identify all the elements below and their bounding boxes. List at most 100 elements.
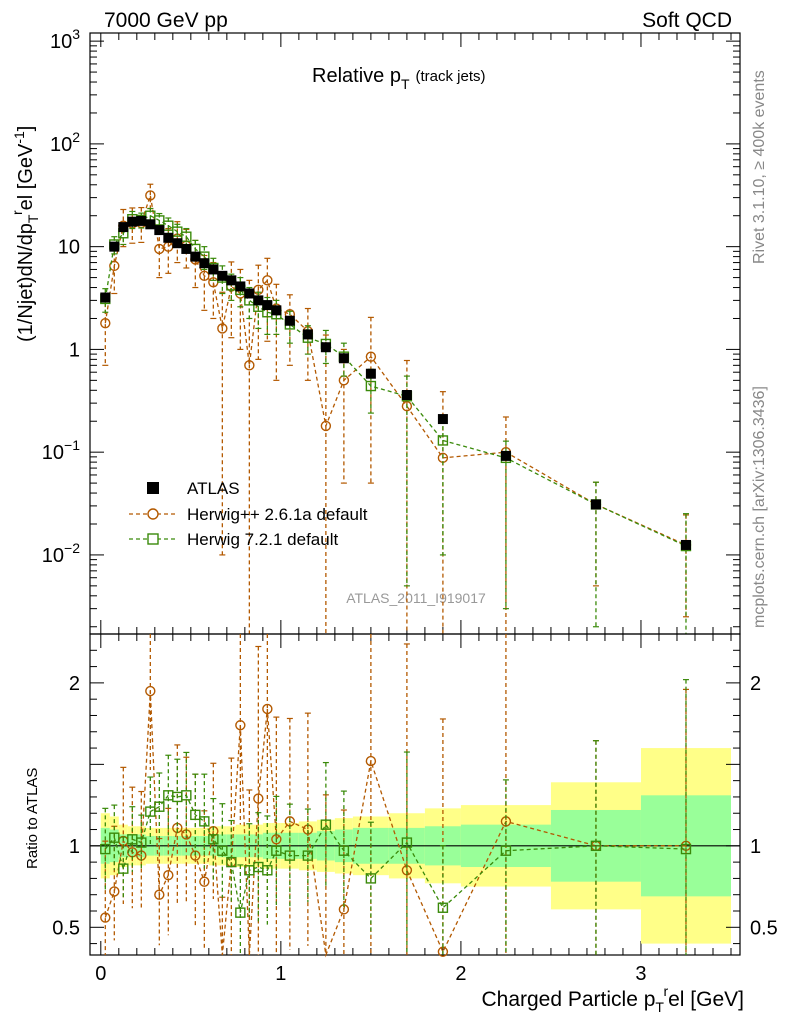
header-left: 7000 GeV pp <box>104 9 228 32</box>
ratio-point <box>217 845 228 856</box>
data-point <box>100 317 111 329</box>
ratio-point <box>437 902 449 913</box>
y-tick-label: 1 <box>69 339 80 361</box>
atlas-point <box>500 450 511 461</box>
ratio-point <box>338 845 350 856</box>
atlas-point <box>437 414 448 425</box>
data-point <box>437 435 449 446</box>
ratio-series-line <box>104 690 686 958</box>
ratio-y-tick-label-right: 1 <box>750 836 761 858</box>
ratio-point <box>235 720 246 731</box>
ratio-point <box>500 845 512 856</box>
atlas-point <box>226 275 237 286</box>
data-point <box>145 190 156 201</box>
x-tick-label: 3 <box>635 963 646 985</box>
x-tick-label: 1 <box>275 963 286 985</box>
header-right: Soft QCD <box>642 9 732 32</box>
atlas-point <box>163 232 174 243</box>
data-point <box>262 275 273 286</box>
legend-label: Herwig 7.2.1 default <box>187 530 338 549</box>
side-mcplots-text: mcplots.cern.ch [arXiv:1306.3436] <box>751 386 768 628</box>
ratio-point <box>181 790 192 801</box>
side-rivet-text: Rivet 3.1.10, ≥ 400k events <box>751 70 768 264</box>
legend-marker <box>147 508 159 520</box>
atlas-point <box>100 292 111 303</box>
series-atlas <box>100 215 691 550</box>
ratio-y-tick-label-right: 0.5 <box>750 917 778 939</box>
ratio-point <box>226 856 237 868</box>
legend-atlas-marker <box>147 482 159 494</box>
ratio-point <box>320 819 332 830</box>
ratio-point <box>401 837 413 848</box>
ratio-point <box>136 837 147 848</box>
ratio-axis-label: Ratio to ATLAS <box>24 768 41 869</box>
y-axis-label: (1/Njet)dN/dpTrel [GeV-1] <box>9 126 41 342</box>
ratio-y-tick-label-left: 2 <box>69 673 80 695</box>
legend: ATLAS Herwig++ 2.6.1a default Herwig 7.2.1… <box>129 479 368 549</box>
ratio-series-herwig7 <box>100 679 692 955</box>
ratio-point <box>100 843 111 855</box>
ratio-point <box>253 793 264 804</box>
atlas-point <box>172 238 183 249</box>
atlas-point <box>365 368 376 379</box>
y-tick-label: 10−1 <box>42 437 80 464</box>
data-point <box>365 380 377 392</box>
data-point <box>365 351 377 362</box>
atlas-point <box>199 258 210 269</box>
atlas-point <box>271 305 282 316</box>
ratio-point <box>100 912 111 923</box>
atlas-point <box>136 215 147 226</box>
data-point <box>401 401 413 412</box>
legend-marker <box>147 533 159 545</box>
ratio-point <box>680 843 692 855</box>
ratio-point <box>109 886 120 897</box>
ratio-point <box>154 889 165 900</box>
atlas-point <box>401 390 412 401</box>
data-point <box>217 323 228 334</box>
x-tick-label: 0 <box>95 963 106 985</box>
x-tick-label: 2 <box>455 963 466 985</box>
data-point <box>181 231 192 242</box>
atlas-point <box>154 225 165 236</box>
y-tick-label: 102 <box>50 129 80 156</box>
ratio-point <box>262 865 273 876</box>
atlas-point <box>118 222 129 233</box>
atlas-point <box>181 243 192 254</box>
data-point <box>109 260 120 272</box>
y-tick-label: 10 <box>58 237 80 259</box>
plot-title: Relative pT (track jets) <box>312 65 486 92</box>
atlas-point <box>145 219 156 230</box>
ratio-frame <box>89 633 741 956</box>
ratio-point <box>365 873 377 884</box>
ratio-y-tick-label-left: 1 <box>69 836 80 858</box>
atlas-point <box>235 281 246 292</box>
analysis-watermark: ATLAS_2011_I919017 <box>346 590 486 606</box>
x-axis-label: Charged Particle pTrel [GeV] <box>481 983 744 1015</box>
ratio-point <box>262 703 273 715</box>
atlas-point <box>217 270 228 281</box>
ratio-point <box>199 816 210 827</box>
legend-atlas-label: ATLAS <box>187 479 240 498</box>
atlas-point <box>127 216 138 227</box>
ratio-point <box>235 907 246 918</box>
atlas-point <box>190 251 201 262</box>
ratio-plot: 2 2 1 1 0.5 0.5 0 1 2 3 <box>52 633 778 985</box>
ratio-point <box>199 876 210 887</box>
ratio-point <box>190 850 201 861</box>
atlas-point <box>302 329 313 340</box>
y-tick-label: 103 <box>50 26 80 53</box>
ratio-point <box>163 869 174 881</box>
atlas-point <box>262 300 273 311</box>
ratio-point <box>190 809 201 821</box>
data-point <box>320 420 332 432</box>
atlas-point <box>109 241 120 252</box>
ratio-point <box>118 863 129 874</box>
legend-label: Herwig++ 2.6.1a default <box>187 505 368 524</box>
y-tick-label: 10−2 <box>42 540 80 567</box>
atlas-point <box>244 288 255 299</box>
ratio-y-tick-label-left: 0.5 <box>52 917 80 939</box>
atlas-point <box>253 295 264 306</box>
ratio-point <box>154 801 165 812</box>
